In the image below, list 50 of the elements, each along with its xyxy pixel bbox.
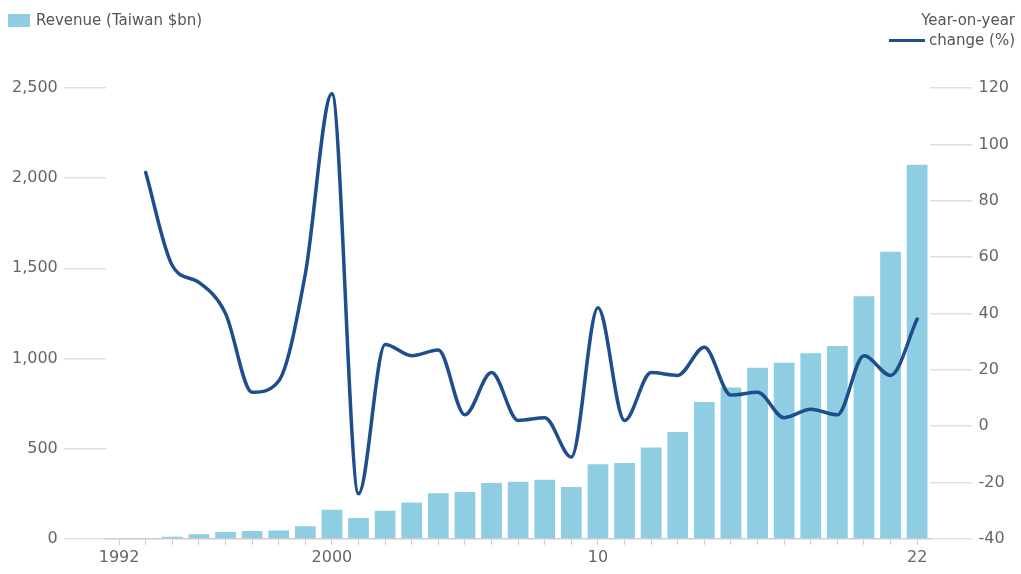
- bar: [188, 534, 210, 539]
- bar: [880, 251, 901, 539]
- bar: [321, 509, 343, 539]
- bar: [906, 164, 928, 539]
- bar: [534, 479, 556, 539]
- bar: [374, 510, 396, 539]
- y-tick-label: 1,500: [11, 257, 58, 277]
- y2-tick-label: 20: [978, 358, 999, 378]
- bar: [507, 481, 529, 539]
- bar: [773, 362, 795, 539]
- y2-tick-label: -40: [978, 527, 1005, 547]
- x-tick-label: 2000: [311, 546, 353, 566]
- y2-tick-label: 0: [978, 415, 989, 435]
- y-tick-label: 2,000: [11, 167, 58, 187]
- y2-tick-label: 120: [978, 77, 1010, 97]
- y2-tick-label: 60: [978, 246, 999, 266]
- y2-tick-label: 100: [978, 133, 1010, 153]
- bar: [268, 530, 290, 539]
- y2-tick-label: 80: [978, 189, 999, 209]
- bar: [587, 464, 609, 539]
- y2-tick-label: 40: [978, 302, 999, 322]
- y-tick-label: 0: [47, 527, 58, 547]
- bar: [747, 367, 768, 539]
- x-tick-label: 10: [587, 546, 609, 566]
- bar: [853, 296, 875, 539]
- bar: [481, 482, 502, 539]
- bar: [667, 432, 689, 539]
- bar: [215, 531, 236, 539]
- bar: [614, 463, 635, 539]
- bar: [294, 526, 316, 539]
- y2-tick-label: -20: [978, 471, 1005, 491]
- bar: [800, 353, 822, 539]
- line-series: [143, 91, 919, 496]
- legend-label: Year-on-year change (%): [920, 10, 1015, 49]
- bar: [560, 487, 582, 539]
- bar: [401, 502, 423, 539]
- bar: [640, 447, 662, 539]
- x-tick-label: 22: [906, 546, 928, 566]
- bar: [454, 492, 476, 539]
- y-tick-label: 500: [27, 437, 58, 457]
- bar: [693, 401, 715, 539]
- bar: [720, 387, 742, 539]
- y-tick-label: 1,000: [11, 347, 58, 367]
- bar: [427, 493, 449, 539]
- bar: [348, 518, 369, 539]
- bar: [241, 531, 263, 539]
- legend-label: Revenue (Taiwan $bn): [36, 11, 203, 29]
- x-tick-label: 1992: [98, 546, 140, 566]
- y-tick-label: 2,500: [11, 77, 58, 97]
- bar: [826, 346, 848, 539]
